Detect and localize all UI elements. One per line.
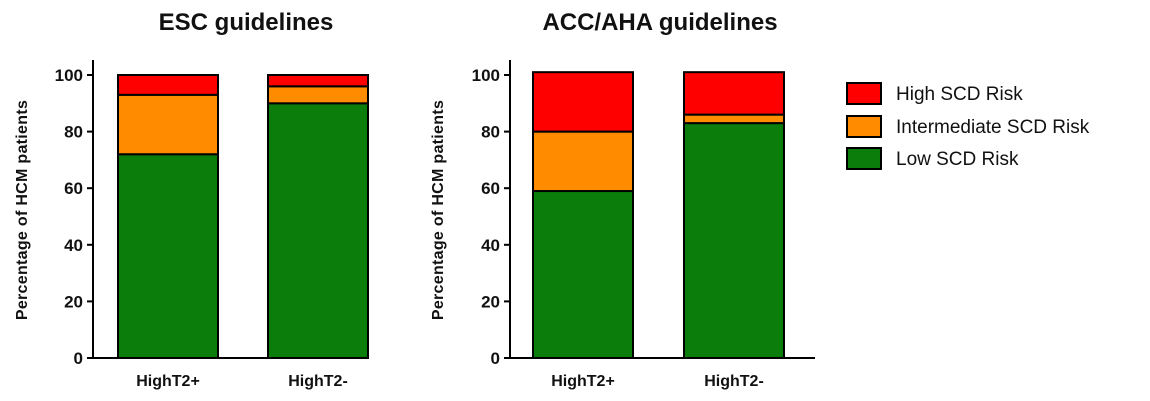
bar-segment-intermediate-scd-risk: [267, 85, 369, 105]
esc-chart: ESC guidelines Percentage of HCM patient…: [14, 9, 369, 390]
bar-segment-intermediate-scd-risk: [117, 93, 219, 156]
legend: High SCD Risk Intermediate SCD Risk Low …: [846, 82, 1090, 170]
y-tick-label: 20: [64, 292, 83, 311]
y-tick-label: 0: [74, 349, 83, 368]
y-tick-label: 40: [481, 236, 500, 255]
bar-segment-high-scd-risk: [117, 74, 219, 96]
x-tick-label: HighT2-: [704, 373, 764, 390]
x-tick-label: HighT2+: [136, 373, 200, 390]
bar-segment-low-scd-risk: [267, 102, 369, 359]
bar-segment-low-scd-risk: [117, 153, 219, 359]
y-tick-label: 20: [481, 292, 500, 311]
y-tick-label: 40: [64, 236, 83, 255]
acc-aha-chart: ACC/AHA guidelines Percentage of HCM pat…: [430, 9, 815, 390]
legend-swatch-high: [846, 82, 882, 105]
y-axis-label: Percentage of HCM patients: [430, 100, 447, 320]
y-tick-label: 100: [55, 66, 83, 85]
chart-title: ACC/AHA guidelines: [542, 9, 777, 36]
legend-swatch-intermediate: [846, 115, 882, 138]
y-tick-label: 60: [481, 179, 500, 198]
x-tick-label: HighT2-: [288, 373, 348, 390]
bar-segment-high-scd-risk: [267, 74, 369, 88]
y-tick-label: 80: [481, 123, 500, 142]
y-axis-label: Percentage of HCM patients: [14, 100, 31, 320]
y-tick-label: 60: [64, 179, 83, 198]
bar-segment-intermediate-scd-risk: [683, 113, 785, 125]
y-tick-label: 0: [491, 349, 500, 368]
legend-label-high: High SCD Risk: [896, 84, 1023, 105]
bar-segment-low-scd-risk: [683, 122, 785, 359]
bar-segment-intermediate-scd-risk: [532, 130, 634, 193]
chart-title: ESC guidelines: [159, 9, 334, 36]
x-tick-label: HighT2+: [551, 373, 615, 390]
legend-label-low: Low SCD Risk: [896, 149, 1019, 170]
y-tick-label: 100: [472, 66, 500, 85]
legend-label-intermediate: Intermediate SCD Risk: [896, 117, 1090, 138]
bar-segment-high-scd-risk: [532, 71, 634, 133]
legend-swatch-low: [846, 147, 882, 170]
y-tick-label: 80: [64, 123, 83, 142]
bar-segment-high-scd-risk: [683, 71, 785, 116]
bar-segment-low-scd-risk: [532, 190, 634, 359]
